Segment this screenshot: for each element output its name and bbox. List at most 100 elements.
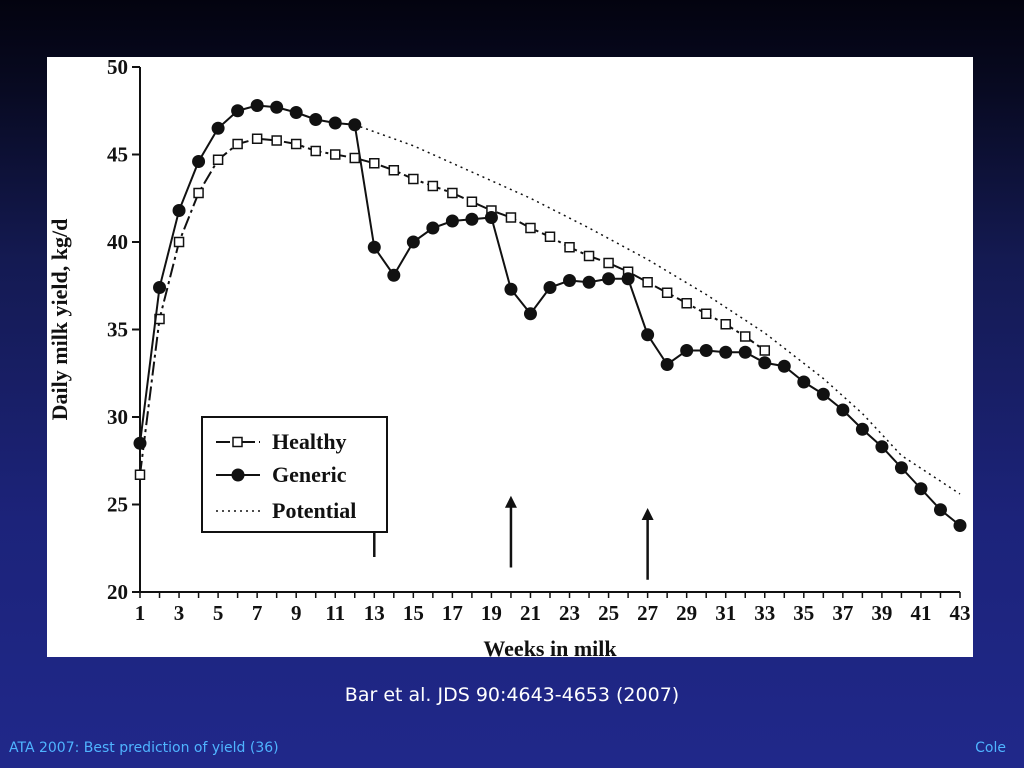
- generic-point: [348, 118, 362, 132]
- healthy-point: [525, 222, 536, 234]
- generic-point: [309, 113, 323, 126]
- generic-point: [465, 212, 479, 226]
- generic-point: [816, 387, 830, 401]
- generic-point: [914, 482, 928, 496]
- healthy-point: [700, 308, 712, 319]
- healthy-point: [427, 180, 439, 192]
- generic-point: [563, 274, 577, 287]
- y-tick-label: 40: [107, 230, 128, 254]
- healthy-point: [447, 187, 458, 199]
- x-tick-label: 27: [637, 601, 658, 625]
- y-tick-label: 50: [107, 57, 128, 79]
- x-tick-label: 35: [793, 601, 814, 625]
- x-tick-label: 25: [598, 601, 619, 625]
- y-tick-label: 30: [107, 405, 128, 429]
- generic-point: [387, 268, 401, 282]
- x-tick-label: 9: [291, 601, 302, 625]
- generic-point: [523, 307, 537, 321]
- healthy-point: [310, 145, 321, 157]
- generic-point: [426, 221, 440, 235]
- healthy-point: [583, 250, 595, 262]
- healthy-point: [212, 154, 224, 165]
- x-tick-label: 5: [213, 601, 224, 625]
- generic-point: [484, 211, 498, 224]
- x-tick-label: 29: [676, 601, 697, 625]
- healthy-point: [232, 138, 243, 150]
- healthy-point: [134, 469, 146, 480]
- generic-point: [367, 240, 381, 254]
- y-tick-label: 25: [107, 493, 128, 517]
- generic-point: [192, 155, 206, 168]
- x-tick-label: 1: [135, 601, 146, 625]
- healthy-point: [564, 242, 575, 253]
- generic-point: [172, 204, 186, 217]
- y-axis-title: Daily milk yield, kg/d: [47, 219, 72, 421]
- generic-point: [836, 403, 850, 417]
- x-axis-title: Weeks in milk: [483, 636, 617, 657]
- generic-point: [582, 275, 596, 289]
- generic-point: [699, 344, 713, 357]
- healthy-point: [173, 236, 185, 248]
- arrow-head-icon: [641, 508, 654, 520]
- generic-point: [660, 358, 674, 371]
- healthy-point: [739, 331, 751, 342]
- generic-point: [738, 345, 752, 359]
- x-tick-label: 15: [403, 601, 424, 625]
- x-tick-label: 41: [910, 601, 931, 625]
- footer-author: Cole: [975, 740, 1006, 756]
- generic-point: [875, 440, 889, 454]
- x-tick-label: 39: [871, 601, 892, 625]
- healthy-point: [193, 187, 204, 199]
- generic-point: [328, 116, 342, 130]
- x-tick-label: 23: [559, 601, 580, 625]
- healthy-point: [544, 231, 556, 242]
- x-tick-label: 3: [174, 601, 185, 625]
- healthy-point: [349, 152, 361, 164]
- healthy-point: [329, 149, 341, 160]
- healthy-point: [505, 212, 517, 223]
- generic-point: [270, 100, 284, 114]
- healthy-point: [720, 319, 731, 330]
- chart-panel: 20 25 30 35 40 45 50 1 3 5 7 9 11 13 15 17 19 21 23 25 27 29 3…: [47, 57, 973, 657]
- generic-point: [231, 104, 245, 118]
- generic-point: [758, 356, 772, 370]
- healthy-point: [466, 196, 478, 207]
- legend-label: Potential: [272, 498, 356, 523]
- generic-point: [719, 345, 733, 359]
- y-tick-label: 20: [107, 580, 128, 604]
- healthy-point: [290, 138, 302, 150]
- generic-point: [289, 106, 303, 119]
- generic-point: [504, 282, 518, 296]
- generic-point: [797, 375, 811, 389]
- generic-point: [445, 214, 459, 228]
- generic-point: [894, 461, 908, 475]
- x-tick-label: 13: [364, 601, 385, 625]
- legend-label: Generic: [272, 462, 347, 487]
- x-tick-label: 19: [481, 601, 502, 625]
- healthy-point: [408, 173, 419, 185]
- generic-point: [153, 281, 167, 294]
- x-tick-label: 21: [520, 601, 541, 625]
- x-tick-label: 37: [832, 601, 853, 625]
- footer-title: ATA 2007: Best prediction of yield (36): [9, 740, 279, 756]
- healthy-point: [388, 165, 400, 176]
- healthy-point: [681, 298, 692, 309]
- healthy-point: [251, 133, 263, 144]
- arrow-head-icon: [504, 495, 517, 508]
- generic-point: [250, 99, 264, 112]
- generic-point: [953, 519, 967, 532]
- healthy-point: [661, 287, 673, 298]
- x-tick-label: 33: [754, 601, 775, 625]
- healthy-point: [369, 158, 380, 169]
- healthy-point: [759, 345, 771, 356]
- generic-point: [933, 503, 947, 517]
- x-tick-label: 17: [442, 601, 463, 625]
- series-line-potential: [354, 124, 961, 495]
- generic-point: [621, 272, 635, 286]
- x-tick-label: 31: [715, 601, 736, 625]
- legend-marker-generic: [231, 468, 245, 482]
- x-tick-label: 7: [252, 601, 263, 625]
- y-tick-label: 35: [107, 318, 128, 342]
- generic-point: [133, 436, 147, 450]
